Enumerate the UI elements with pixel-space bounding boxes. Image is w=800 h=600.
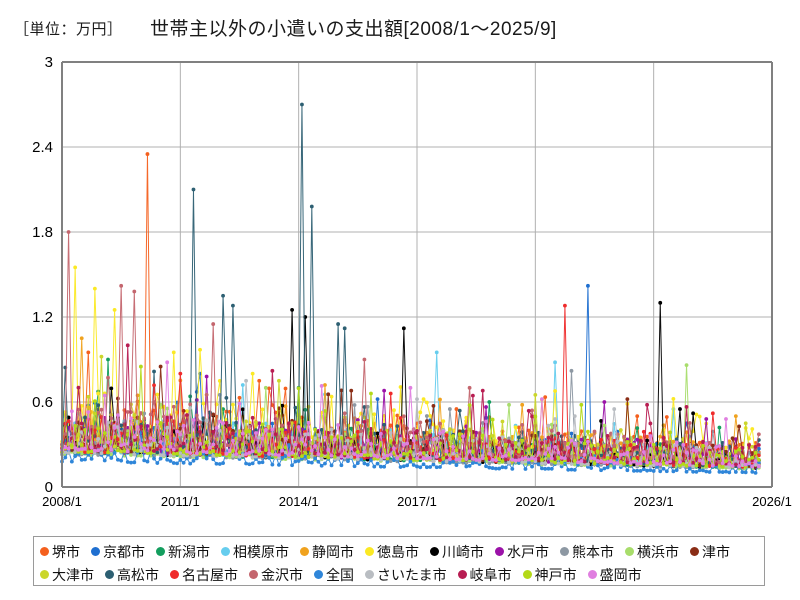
legend-item-横浜市[interactable]: 横浜市: [625, 545, 679, 559]
legend-label: 堺市: [52, 543, 80, 560]
legend-marker-icon: [365, 547, 374, 556]
legend-item-神戸市[interactable]: 神戸市: [522, 566, 577, 583]
legend-row: 大津市 高松市 名古屋市 金沢市 全国 さいたま市 岐阜市 神戸市 盛岡市: [40, 563, 758, 586]
legend-label: 川崎市: [442, 543, 484, 560]
legend-item-全国[interactable]: 全国: [314, 568, 354, 582]
legend-marker-icon: [91, 547, 100, 556]
legend-marker-icon: [587, 570, 597, 579]
legend-item-徳島市[interactable]: 徳島市: [365, 545, 419, 559]
legend-marker-icon: [522, 570, 532, 579]
legend-marker-icon: [221, 547, 230, 556]
tick-label-layer: 0 0.6 1.2 1.8 2.4 3 2008/1 2011/1 2014/1 2017/1 20…: [32, 54, 792, 509]
legend-label: 熊本市: [572, 543, 614, 560]
svg-text:2008/1: 2008/1: [42, 494, 82, 509]
legend-marker-icon: [300, 547, 309, 556]
legend-marker-icon: [40, 547, 49, 556]
svg-text:2011/1: 2011/1: [161, 494, 200, 509]
legend-label: 大津市: [52, 566, 94, 583]
legend-marker-icon: [314, 570, 323, 579]
svg-text:2026/1: 2026/1: [752, 494, 792, 509]
legend-item-水戸市[interactable]: 水戸市: [495, 545, 549, 559]
legend-label: 金沢市: [261, 566, 303, 583]
legend-label: 相模原市: [233, 543, 289, 560]
page-title: 世帯主以外の小遣いの支出額[2008/1〜2025/9]: [150, 19, 557, 40]
legend-item-京都市[interactable]: 京都市: [91, 545, 145, 559]
legend-label: 高松市: [117, 566, 159, 583]
svg-text:2020/1: 2020/1: [515, 494, 555, 509]
chart-legend: 堺市 京都市 新潟市 相模原市 静岡市 徳島市 川崎市 水戸市 熊本市 横浜市 津市大津市 高松市 名古…: [33, 536, 765, 586]
legend-marker-icon: [105, 570, 114, 579]
legend-marker-icon: [170, 570, 179, 579]
legend-label: 盛岡市: [599, 566, 642, 583]
legend-label: 神戸市: [534, 566, 577, 583]
line-chart-plot: 0 0.6 1.2 1.8 2.4 3 2008/1 2011/1 2014/1 2017/1 20…: [32, 54, 792, 509]
unit-label: ［単位：万円］: [14, 21, 123, 38]
legend-label: さいたま市: [377, 566, 447, 583]
legend-item-堺市[interactable]: 堺市: [40, 545, 80, 559]
legend-item-新潟市[interactable]: 新潟市: [156, 545, 210, 559]
axis-layer: [61, 61, 773, 488]
legend-label: 新潟市: [168, 543, 210, 560]
legend-label: 名古屋市: [182, 566, 238, 583]
legend-item-金沢市[interactable]: 金沢市: [249, 568, 303, 582]
legend-item-相模原市[interactable]: 相模原市: [221, 545, 289, 559]
legend-item-盛岡市[interactable]: 盛岡市: [587, 566, 642, 583]
legend-label: 岐阜市: [469, 566, 512, 583]
legend-item-静岡市[interactable]: 静岡市: [300, 545, 354, 559]
legend-marker-icon: [625, 547, 634, 556]
legend-label: 津市: [702, 543, 730, 560]
legend-marker-icon: [690, 547, 699, 556]
legend-marker-icon: [156, 547, 165, 556]
legend-marker-icon: [430, 547, 439, 556]
legend-label: 全国: [326, 566, 354, 583]
legend-item-大津市[interactable]: 大津市: [40, 568, 94, 582]
legend-item-高松市[interactable]: 高松市: [105, 568, 159, 582]
series-line: [60, 360, 761, 469]
legend-label: 徳島市: [377, 543, 419, 560]
svg-text:0: 0: [45, 479, 53, 496]
legend-row: 堺市 京都市 新潟市 相模原市 静岡市 徳島市 川崎市 水戸市 熊本市 横浜市 津市: [40, 540, 758, 563]
legend-marker-icon: [40, 570, 49, 579]
legend-marker-icon: [495, 547, 504, 556]
legend-label: 水戸市: [507, 543, 549, 560]
legend-label: 京都市: [103, 543, 145, 560]
legend-item-川崎市[interactable]: 川崎市: [430, 545, 484, 559]
legend-label: 静岡市: [312, 543, 354, 560]
legend-item-さいたま市[interactable]: さいたま市: [365, 568, 447, 582]
svg-text:2017/1: 2017/1: [397, 494, 437, 509]
legend-item-津市[interactable]: 津市: [690, 545, 730, 559]
svg-text:2023/1: 2023/1: [634, 494, 674, 509]
legend-marker-icon: [457, 570, 467, 579]
svg-text:1.8: 1.8: [32, 224, 53, 241]
svg-text:3: 3: [45, 54, 53, 71]
legend-label: 横浜市: [637, 543, 679, 560]
svg-text:2.4: 2.4: [32, 139, 53, 156]
legend-marker-icon: [560, 547, 569, 556]
series-layer: [60, 102, 761, 475]
legend-item-熊本市[interactable]: 熊本市: [560, 545, 614, 559]
svg-text:2014/1: 2014/1: [279, 494, 319, 509]
svg-text:1.2: 1.2: [32, 309, 53, 326]
svg-text:0.6: 0.6: [32, 394, 53, 411]
legend-item-名古屋市[interactable]: 名古屋市: [170, 568, 238, 582]
legend-marker-icon: [365, 570, 374, 579]
legend-item-岐阜市[interactable]: 岐阜市: [457, 566, 512, 583]
legend-marker-icon: [249, 570, 258, 579]
